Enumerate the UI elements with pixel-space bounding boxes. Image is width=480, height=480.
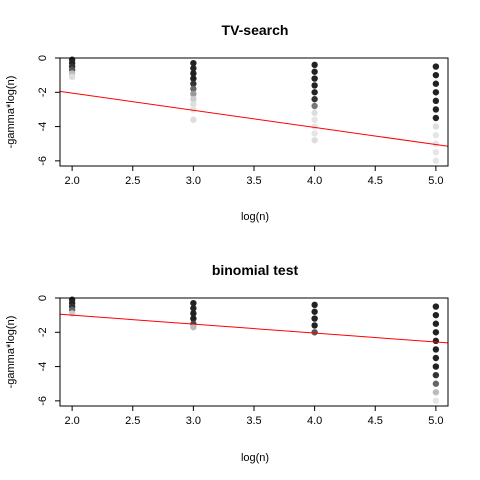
data-point	[432, 389, 440, 396]
x-tick-label: 3.5	[246, 175, 261, 187]
data-point	[432, 337, 440, 345]
data-point	[432, 303, 440, 310]
fit-line	[59, 90, 449, 147]
y-tick-label: -6	[37, 156, 49, 166]
x-axis: 2.0 2.5 3.0 3.5 4.0 4.5 5.0	[64, 166, 444, 187]
x-tick-label: 2.5	[125, 415, 140, 427]
data-point	[432, 329, 440, 336]
scatter-points	[68, 296, 440, 405]
x-tick-label: 5.0	[428, 175, 443, 187]
chart-title: TV-search	[222, 22, 289, 38]
y-tick-label: -4	[37, 122, 49, 132]
y-tick-label: 0	[37, 295, 49, 301]
y-tick-label: -6	[37, 396, 49, 406]
data-point	[311, 301, 318, 309]
data-point	[190, 101, 197, 108]
data-point	[190, 59, 197, 67]
data-point	[311, 89, 318, 96]
data-point	[432, 397, 440, 405]
data-point	[432, 320, 440, 327]
data-point	[311, 123, 318, 130]
x-axis-label: log(n)	[241, 452, 269, 464]
data-point	[432, 123, 440, 130]
data-point	[190, 85, 197, 93]
data-point	[311, 68, 318, 75]
x-tick-label: 3.0	[186, 175, 201, 187]
data-point	[311, 315, 318, 322]
x-tick-label: 2.0	[64, 175, 79, 187]
data-point	[432, 311, 440, 319]
x-axis: 2.0 2.5 3.0 3.5 4.0 4.5 5.0	[64, 406, 444, 427]
x-tick-label: 4.5	[368, 175, 383, 187]
y-tick-label: -2	[37, 87, 49, 97]
data-point	[68, 73, 76, 81]
x-tick-label: 4.5	[368, 415, 383, 427]
data-point	[311, 102, 318, 110]
data-point	[432, 346, 440, 353]
data-point	[190, 90, 197, 98]
data-point	[432, 71, 440, 79]
data-point	[432, 363, 440, 370]
data-point	[311, 329, 318, 336]
data-point	[190, 70, 197, 77]
data-point	[432, 140, 440, 147]
data-point	[432, 131, 440, 139]
y-axis-label: -gamma*log(n)	[5, 316, 17, 389]
data-point	[190, 75, 197, 82]
panel-tv-search: TV-search 2.0 2.5 3.0 3.5 4.0 4.5 5.0 0-2-4-6 …	[5, 22, 449, 223]
x-tick-label: 4.0	[307, 415, 322, 427]
plot-frame	[59, 297, 449, 407]
plot-frame	[59, 57, 449, 167]
data-point	[190, 299, 197, 307]
x-tick-label: 5.0	[428, 415, 443, 427]
fit-line	[59, 313, 449, 344]
panel-binomial-test: binomial test 2.0 2.5 3.0 3.5 4.0 4.5 5.0 0 -2 -…	[5, 262, 449, 464]
data-point	[311, 322, 318, 329]
data-point	[190, 323, 197, 331]
x-tick-label: 2.0	[64, 415, 79, 427]
x-tick-label: 2.5	[125, 175, 140, 187]
y-axis-label: -gamma*log(n)	[5, 76, 17, 149]
data-point	[190, 106, 197, 113]
data-point	[311, 116, 318, 123]
data-point	[432, 89, 440, 96]
y-axis: 0 -2 -4 -6	[37, 295, 60, 406]
data-point	[432, 97, 440, 105]
data-point	[432, 354, 440, 362]
data-point	[190, 65, 197, 72]
y-axis: 0 -2 -4 -6	[37, 55, 60, 166]
x-tick-label: 3.0	[186, 415, 201, 427]
data-point	[190, 80, 197, 87]
data-point	[311, 308, 318, 315]
chart-title: binomial test	[212, 262, 299, 278]
data-point	[432, 80, 440, 87]
x-axis-label: log(n)	[241, 211, 269, 223]
data-point	[432, 380, 440, 387]
data-point	[190, 305, 197, 312]
data-point	[190, 95, 197, 103]
y-tick-label: -2	[37, 327, 49, 337]
data-point	[432, 149, 440, 156]
data-point	[432, 106, 440, 113]
data-point	[432, 114, 440, 122]
y-tick-label: 0	[37, 55, 49, 61]
data-point	[432, 157, 440, 165]
data-point	[311, 75, 318, 82]
data-point	[311, 95, 318, 103]
data-point	[432, 63, 440, 70]
data-point	[311, 82, 318, 89]
x-tick-label: 4.0	[307, 175, 322, 187]
data-point	[311, 137, 318, 144]
data-point	[432, 371, 440, 379]
x-tick-label: 3.5	[246, 415, 261, 427]
y-tick-label: -4	[37, 362, 49, 372]
data-point	[311, 61, 318, 69]
data-point	[190, 315, 197, 322]
data-point	[190, 116, 197, 123]
data-point	[311, 130, 318, 137]
data-point	[311, 109, 318, 117]
data-point	[190, 310, 197, 317]
scatter-points	[68, 56, 440, 165]
